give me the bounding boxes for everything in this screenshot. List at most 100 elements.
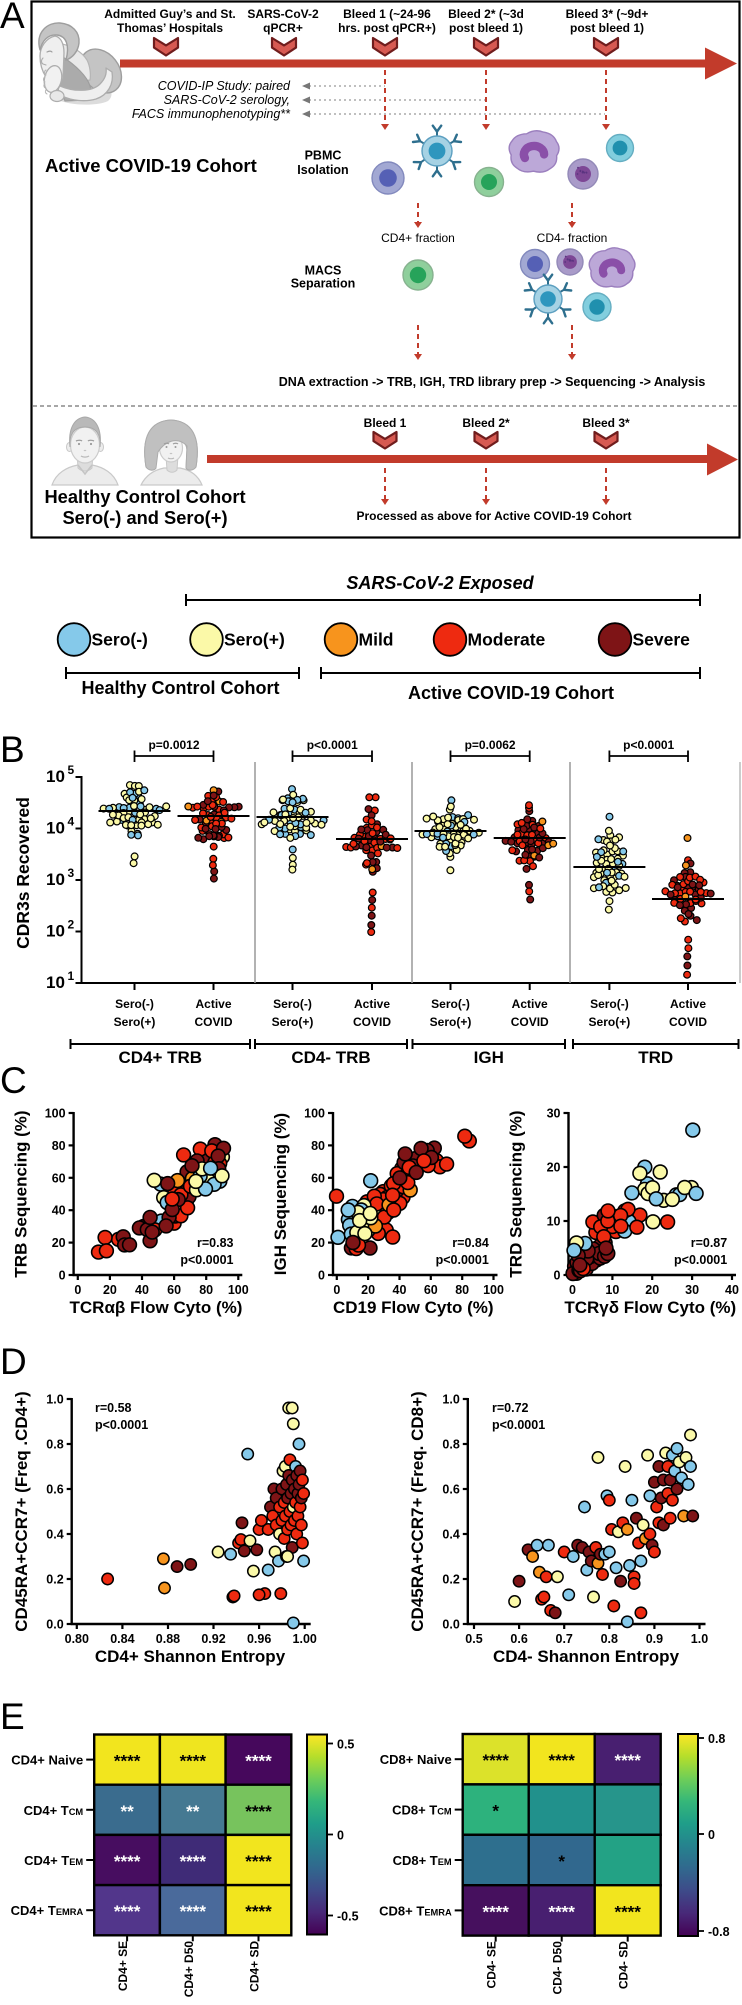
svg-text:Bleed 2*: Bleed 2* (462, 416, 510, 430)
svg-text:p<0.0001: p<0.0001 (436, 1253, 489, 1267)
svg-text:r=0.72: r=0.72 (492, 1401, 529, 1415)
svg-text:Sero(-): Sero(-) (273, 997, 312, 1011)
svg-text:CD8+ TEMRA: CD8+ TEMRA (379, 1903, 452, 1918)
svg-text:0: 0 (708, 1828, 715, 1842)
svg-text:p=0.0062: p=0.0062 (465, 738, 516, 752)
svg-text:Sero(-): Sero(-) (590, 997, 629, 1011)
svg-text:100: 100 (483, 1283, 504, 1297)
svg-text:1.0: 1.0 (691, 1632, 708, 1646)
svg-text:10: 10 (46, 922, 65, 941)
svg-text:SARS-CoV-2: SARS-CoV-2 (247, 7, 319, 21)
svg-text:A: A (0, 0, 25, 36)
svg-text:****: **** (614, 1751, 641, 1770)
svg-text:1.00: 1.00 (293, 1632, 317, 1646)
svg-text:p<0.0001: p<0.0001 (674, 1253, 727, 1267)
svg-text:TCRαβ Flow Cyto (%): TCRαβ Flow Cyto (%) (70, 1298, 243, 1317)
svg-text:0.7: 0.7 (556, 1632, 573, 1646)
svg-text:20: 20 (361, 1283, 375, 1297)
svg-text:0.5: 0.5 (465, 1632, 482, 1646)
svg-text:0.5: 0.5 (337, 1738, 354, 1752)
svg-text:Healthy Control Cohort: Healthy Control Cohort (82, 678, 280, 698)
svg-text:40: 40 (725, 1283, 739, 1297)
svg-text:0.84: 0.84 (110, 1632, 134, 1646)
svg-text:****: **** (245, 1902, 272, 1921)
svg-text:80: 80 (455, 1283, 469, 1297)
svg-text:10: 10 (605, 1283, 619, 1297)
svg-text:0.2: 0.2 (46, 1573, 63, 1587)
svg-text:PBMC: PBMC (305, 149, 342, 163)
svg-text:CD45RA+CCR7+ (Freq. CD8+): CD45RA+CCR7+ (Freq. CD8+) (408, 1391, 427, 1631)
svg-text:COVID: COVID (669, 1015, 707, 1029)
svg-text:**: ** (186, 1802, 200, 1821)
svg-text:p<0.0001: p<0.0001 (623, 738, 674, 752)
svg-text:CD4+ Naive: CD4+ Naive (11, 1753, 83, 1768)
svg-text:0.9: 0.9 (646, 1632, 663, 1646)
svg-text:CD45RA+CCR7+ (Freq .CD4+): CD45RA+CCR7+ (Freq .CD4+) (12, 1391, 31, 1631)
svg-text:CD4+ D50: CD4+ D50 (182, 1941, 196, 1998)
svg-text:**: ** (120, 1802, 134, 1821)
svg-text:40: 40 (52, 1204, 66, 1218)
svg-text:****: **** (482, 1902, 509, 1921)
svg-text:CD8+ TCM: CD8+ TCM (392, 1803, 452, 1818)
svg-text:Thomas’ Hospitals: Thomas’ Hospitals (117, 21, 223, 35)
svg-text:10: 10 (46, 870, 65, 889)
svg-text:CDR3s Recovered: CDR3s Recovered (13, 797, 33, 949)
svg-text:Sero(+): Sero(+) (272, 1015, 314, 1029)
svg-text:Sero(-): Sero(-) (431, 997, 470, 1011)
svg-text:Sero(-): Sero(-) (92, 630, 148, 650)
svg-text:10: 10 (547, 1215, 561, 1229)
svg-text:Bleed 1 (~24-96: Bleed 1 (~24-96 (343, 7, 431, 21)
svg-text:Admitted Guy’s and St.: Admitted Guy’s and St. (104, 7, 236, 21)
svg-text:0: 0 (74, 1283, 81, 1297)
svg-text:CD4- SD: CD4- SD (617, 1941, 631, 1989)
svg-text:-0.5: -0.5 (337, 1910, 359, 1924)
svg-text:0.8: 0.8 (46, 1438, 63, 1452)
svg-text:B: B (0, 729, 25, 770)
svg-text:****: **** (114, 1852, 141, 1871)
svg-text:60: 60 (52, 1171, 66, 1185)
svg-text:SARS-CoV-2 serology,: SARS-CoV-2 serology, (164, 93, 290, 107)
svg-text:p<0.0001: p<0.0001 (307, 738, 358, 752)
svg-text:CD4- SE: CD4- SE (485, 1941, 499, 1988)
svg-text:COVID: COVID (194, 1015, 232, 1029)
svg-text:0.0: 0.0 (442, 1618, 459, 1632)
svg-text:CD4+ TEMRA: CD4+ TEMRA (11, 1903, 84, 1918)
svg-text:Sero(-) and Sero(+): Sero(-) and Sero(+) (62, 507, 227, 528)
svg-text:60: 60 (424, 1283, 438, 1297)
svg-text:0: 0 (569, 1283, 576, 1297)
svg-text:Processed as above for Active: Processed as above for Active COVID-19 C… (357, 509, 632, 523)
svg-text:post bleed 1): post bleed 1) (449, 21, 523, 35)
svg-text:0.0: 0.0 (46, 1618, 63, 1632)
svg-text:****: **** (548, 1902, 575, 1921)
svg-text:Active: Active (354, 997, 390, 1011)
svg-text:COVID-IP Study: paired: COVID-IP Study: paired (158, 79, 291, 93)
svg-text:****: **** (114, 1902, 141, 1921)
svg-text:80: 80 (311, 1139, 325, 1153)
svg-text:CD4+ SD: CD4+ SD (248, 1940, 262, 1991)
svg-text:Moderate: Moderate (468, 630, 546, 650)
svg-text:10: 10 (46, 973, 65, 992)
svg-text:****: **** (180, 1752, 207, 1771)
svg-text:0.80: 0.80 (65, 1632, 89, 1646)
svg-text:0.4: 0.4 (46, 1528, 63, 1542)
svg-text:****: **** (114, 1752, 141, 1771)
svg-text:1.0: 1.0 (46, 1393, 63, 1407)
svg-text:CD4+ SE: CD4+ SE (116, 1941, 130, 1991)
svg-text:100: 100 (304, 1107, 325, 1121)
svg-text:CD4- D50: CD4- D50 (551, 1941, 565, 1995)
svg-text:80: 80 (199, 1283, 213, 1297)
svg-text:CD4- TRB: CD4- TRB (291, 1048, 370, 1067)
svg-text:-0.8: -0.8 (708, 1925, 730, 1939)
svg-text:p=0.0012: p=0.0012 (148, 738, 199, 752)
svg-text:0: 0 (554, 1269, 561, 1283)
svg-text:SARS-CoV-2 Exposed: SARS-CoV-2 Exposed (346, 573, 534, 593)
svg-text:CD19 Flow Cyto (%): CD19 Flow Cyto (%) (333, 1298, 494, 1317)
svg-text:Active COVID-19 Cohort: Active COVID-19 Cohort (408, 683, 614, 703)
svg-text:Mild: Mild (359, 630, 394, 650)
svg-text:4: 4 (68, 815, 75, 829)
svg-text:0.4: 0.4 (442, 1528, 459, 1542)
svg-text:p<0.0001: p<0.0001 (95, 1418, 148, 1432)
svg-text:Sero(+): Sero(+) (114, 1015, 156, 1029)
svg-text:****: **** (614, 1902, 641, 1921)
svg-text:hrs. post qPCR+): hrs. post qPCR+) (338, 21, 436, 35)
